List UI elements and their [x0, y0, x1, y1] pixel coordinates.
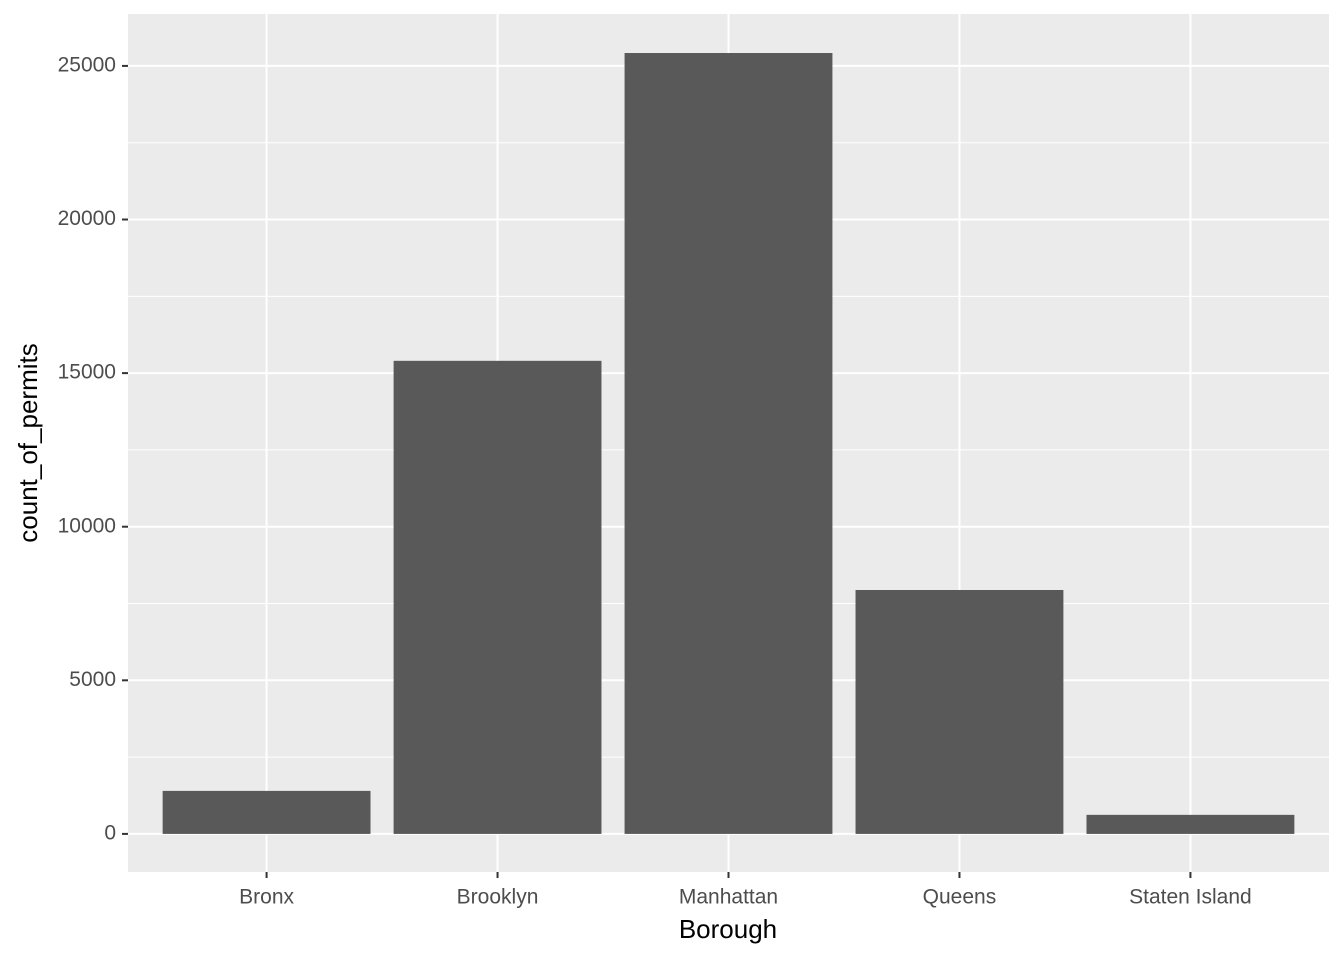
bar	[624, 53, 833, 834]
x-tick-label: Staten Island	[1129, 886, 1252, 909]
y-tick-label: 20000	[58, 207, 116, 230]
y-tick-label: 5000	[69, 668, 116, 691]
y-axis-title: count_of_permits	[13, 343, 43, 542]
x-tick-label: Queens	[923, 886, 997, 909]
bar	[162, 790, 371, 834]
bar	[1086, 814, 1295, 834]
x-tick-label: Brooklyn	[457, 886, 539, 909]
x-axis-title: Borough	[679, 914, 777, 944]
x-tick-label: Manhattan	[679, 886, 778, 909]
x-tick-label: Bronx	[239, 886, 294, 909]
y-tick-label: 10000	[58, 514, 116, 537]
bar	[855, 589, 1064, 834]
y-tick-label: 25000	[58, 53, 116, 76]
bar	[393, 360, 602, 834]
y-tick-label: 0	[104, 821, 116, 844]
y-tick-label: 15000	[58, 361, 116, 384]
